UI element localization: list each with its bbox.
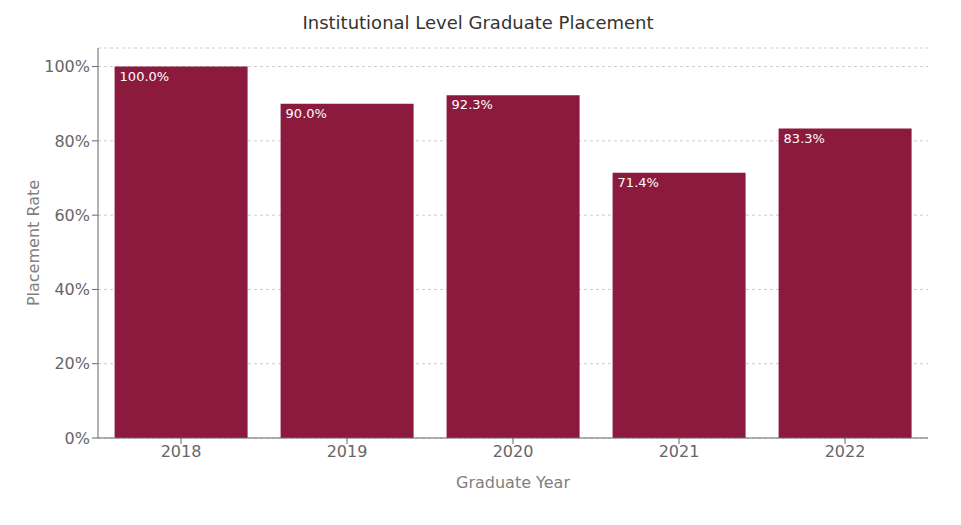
html-text:Institutional Level Graduate P: Institutional Level Graduate Placement — [302, 12, 654, 33]
svg-text:Placement Rate: Placement Rate — [24, 180, 43, 306]
svg-text:2019: 2019 — [327, 442, 368, 461]
svg-text:0%: 0% — [65, 429, 90, 448]
svg-text:Graduate Year: Graduate Year — [456, 473, 570, 492]
svg-text:2021: 2021 — [659, 442, 700, 461]
svg-text:80%: 80% — [54, 132, 90, 151]
svg-text:90.0%: 90.0% — [286, 106, 327, 121]
svg-text:60%: 60% — [54, 206, 90, 225]
svg-text:71.4%: 71.4% — [618, 175, 659, 190]
svg-text:2018: 2018 — [161, 442, 202, 461]
svg-text:92.3%: 92.3% — [452, 97, 493, 112]
svg-text:100%: 100% — [44, 57, 90, 76]
svg-text:40%: 40% — [54, 280, 90, 299]
svg-text:2020: 2020 — [493, 442, 534, 461]
svg-text:100.0%: 100.0% — [120, 69, 170, 84]
svg-text:20%: 20% — [54, 354, 90, 373]
svg-text:2022: 2022 — [825, 442, 866, 461]
svg-text:83.3%: 83.3% — [784, 131, 825, 146]
